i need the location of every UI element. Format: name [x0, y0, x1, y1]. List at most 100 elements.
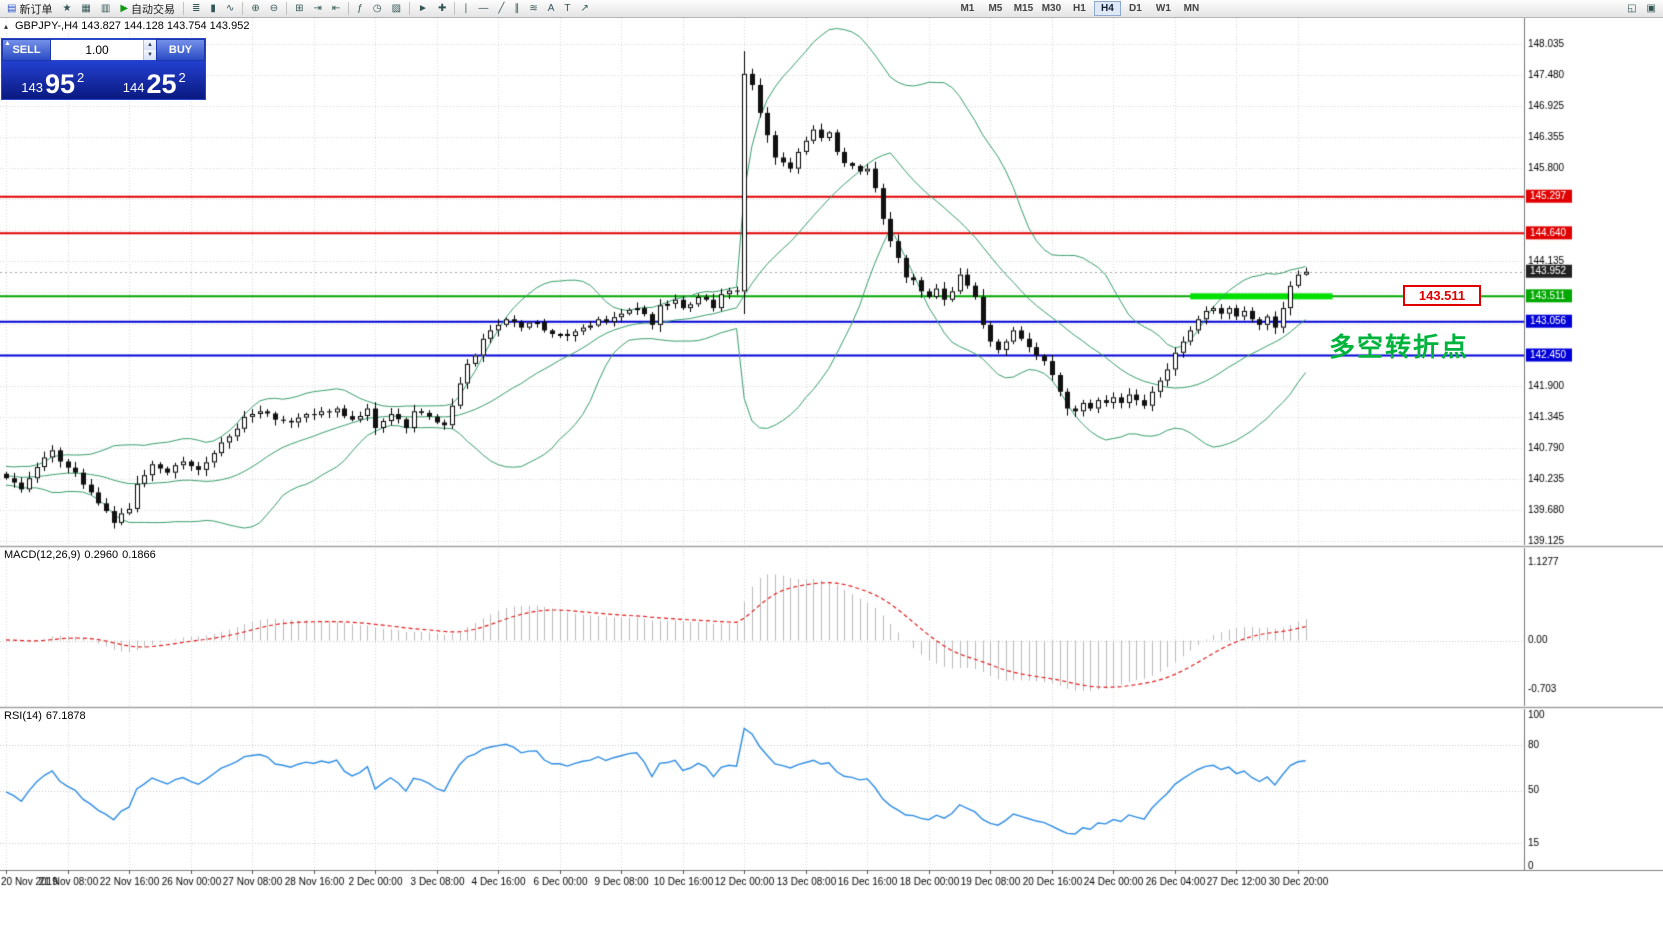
text-label-button[interactable]: T — [559, 1, 575, 17]
volume-value[interactable]: 1.00 — [85, 43, 109, 57]
cursor-button[interactable]: ► — [413, 1, 433, 17]
toolbar-separator — [409, 2, 411, 15]
new-order-label: 新订单 — [19, 3, 53, 16]
periods-icon: ◷ — [372, 2, 382, 14]
auto-trading-label: 自动交易 — [131, 3, 176, 16]
auto-trading-button[interactable]: ▶ 自动交易 — [115, 1, 180, 17]
toolbar-separator — [454, 2, 456, 15]
bar-chart-mode-button[interactable]: ≣ — [187, 1, 205, 17]
chart-shift-icon: ⇤ — [331, 2, 341, 14]
crosshair-icon: ✚ — [437, 2, 447, 14]
toolbar-group-tools: ≣ ▮ ∿ ⊕ ⊖ ⊞ ⇥ ⇤ ƒ ◷ ▨ ► ✚ ∣ ― ╱ ∥ ≋ A T ↗ — [180, 1, 594, 17]
timeframe-h4-button[interactable]: H4 — [1093, 1, 1121, 16]
arrange-windows-button[interactable]: ▣ — [1642, 1, 1661, 17]
line-chart-mode-button[interactable]: ∿ — [221, 1, 239, 17]
toolbar: ▤ 新订单 ★ ▦ ▥ ▶ 自动交易 ≣ ▮ ∿ ⊕ ⊖ ⊞ ⇥ ⇤ ƒ ◷ ▨ ► ✚ ∣ ― ╱ ∥ ≋ A T ↗ M… — [0, 0, 1663, 18]
candlestick-mode-button[interactable]: ▮ — [205, 1, 221, 17]
timeframe-m15-button[interactable]: M15 — [1010, 1, 1037, 16]
sell-price-main: 95 — [44, 68, 75, 99]
toolbar-separator — [348, 2, 350, 15]
toolbar-group-right: ◱ ▣ — [1622, 1, 1661, 17]
sell-button[interactable]: SELL — [2, 39, 51, 61]
pane-splitter-rsi[interactable] — [0, 704, 1663, 709]
templates-button[interactable]: ▨ — [387, 1, 406, 17]
horizontal-line-icon: ― — [478, 2, 489, 14]
volume-field[interactable]: 1.00 ▲ ▼ — [51, 39, 156, 61]
market-watch-button[interactable]: ▦ — [76, 1, 95, 17]
trendline-icon: ╱ — [498, 2, 505, 14]
market-watch-icon: ▦ — [81, 2, 91, 14]
fibonacci-retracement-icon: ≋ — [529, 2, 538, 14]
trendline-button[interactable]: ╱ — [493, 1, 509, 17]
buy-price-pip: 2 — [178, 70, 186, 85]
sell-price-pip: 2 — [77, 70, 85, 85]
trade-panel-prices: 143 95 2 144 25 2 — [2, 61, 205, 99]
toolbar-separator — [183, 2, 185, 15]
volume-up-button[interactable]: ▲ — [144, 40, 156, 50]
crosshair-button[interactable]: ✚ — [433, 1, 451, 17]
timeframe-h1-button[interactable]: H1 — [1066, 1, 1093, 16]
ohlc-toggle-icon[interactable]: ▴ — [4, 22, 9, 31]
chart-canvas[interactable] — [0, 18, 1663, 942]
chart-shift-button[interactable]: ⇤ — [327, 1, 345, 17]
favorites-icon: ★ — [62, 2, 72, 14]
horizontal-line-button[interactable]: ― — [473, 1, 493, 17]
equidistant-channel-button[interactable]: ∥ — [509, 1, 524, 17]
pane-splitter-macd[interactable] — [0, 543, 1663, 548]
sell-price-prefix: 143 — [21, 79, 43, 95]
dock-window-button[interactable]: ◱ — [1622, 1, 1641, 17]
arrows-icon: ↗ — [580, 2, 589, 14]
timeframe-d1-button[interactable]: D1 — [1122, 1, 1149, 16]
toolbar-separator — [242, 2, 244, 15]
timeframe-group: M1 M5 M15 M30 H1 H4 D1 W1 MN — [954, 1, 1205, 16]
toolbar-separator — [286, 2, 288, 15]
timeframe-w1-button[interactable]: W1 — [1150, 1, 1177, 16]
timeframe-mn-button[interactable]: MN — [1178, 1, 1205, 16]
buy-price[interactable]: 144 25 2 — [104, 61, 206, 99]
macd-value: 0.2960 — [84, 549, 119, 561]
tile-windows-button[interactable]: ⊞ — [290, 1, 308, 17]
text-label-icon: T — [564, 2, 571, 14]
data-window-button[interactable]: ▥ — [96, 1, 115, 17]
favorites-button[interactable]: ★ — [57, 1, 76, 17]
timeframe-m5-button[interactable]: M5 — [982, 1, 1009, 16]
new-order-button[interactable]: ▤ 新订单 — [2, 1, 57, 17]
periods-button[interactable]: ◷ — [368, 1, 387, 17]
auto-scroll-button[interactable]: ⇥ — [309, 1, 327, 17]
vertical-line-button[interactable]: ∣ — [458, 1, 473, 17]
one-click-trade-panel: ▲ SELL 1.00 ▲ ▼ BUY 143 95 2 — [1, 38, 206, 100]
line-chart-mode-icon: ∿ — [225, 2, 235, 14]
templates-icon: ▨ — [391, 2, 402, 14]
rsi-name: RSI(14) — [4, 710, 42, 722]
zoom-out-icon: ⊖ — [269, 2, 279, 14]
text-icon: A — [547, 2, 555, 14]
sell-price[interactable]: 143 95 2 — [2, 61, 104, 99]
buy-price-main: 25 — [146, 68, 177, 99]
trade-panel-collapse-icon[interactable]: ▲ — [4, 40, 11, 47]
rsi-value: 67.1878 — [45, 710, 86, 722]
timeframe-m1-button[interactable]: M1 — [954, 1, 981, 16]
volume-down-button[interactable]: ▼ — [144, 50, 156, 60]
turning-point-annotation: 多空转折点 — [1329, 332, 1470, 362]
toolbar-group-left: ★ ▦ ▥ — [57, 1, 115, 17]
zoom-out-button[interactable]: ⊖ — [265, 1, 283, 17]
buy-button[interactable]: BUY — [156, 39, 205, 61]
zoom-in-button[interactable]: ⊕ — [246, 1, 264, 17]
data-window-icon: ▥ — [100, 2, 111, 14]
indicators-button[interactable]: ƒ — [352, 1, 368, 17]
price-level-callout: 143.511 — [1403, 285, 1481, 306]
auto-trading-icon: ▶ — [120, 2, 129, 14]
trade-panel-controls: SELL 1.00 ▲ ▼ BUY — [2, 39, 205, 61]
timeframe-m30-button[interactable]: M30 — [1038, 1, 1065, 16]
new-order-icon: ▤ — [7, 2, 17, 14]
indicators-icon: ƒ — [357, 2, 363, 14]
macd-indicator-label: MACD(12,26,9) 0.2960 0.1866 — [4, 549, 160, 561]
fibonacci-retracement-button[interactable]: ≋ — [524, 1, 542, 17]
dock-window-icon: ◱ — [1627, 2, 1637, 14]
bar-chart-mode-icon: ≣ — [192, 2, 201, 14]
arrows-button[interactable]: ↗ — [576, 1, 594, 17]
text-button[interactable]: A — [543, 1, 560, 17]
volume-stepper: ▲ ▼ — [143, 40, 156, 60]
arrange-windows-icon: ▣ — [1646, 2, 1656, 14]
